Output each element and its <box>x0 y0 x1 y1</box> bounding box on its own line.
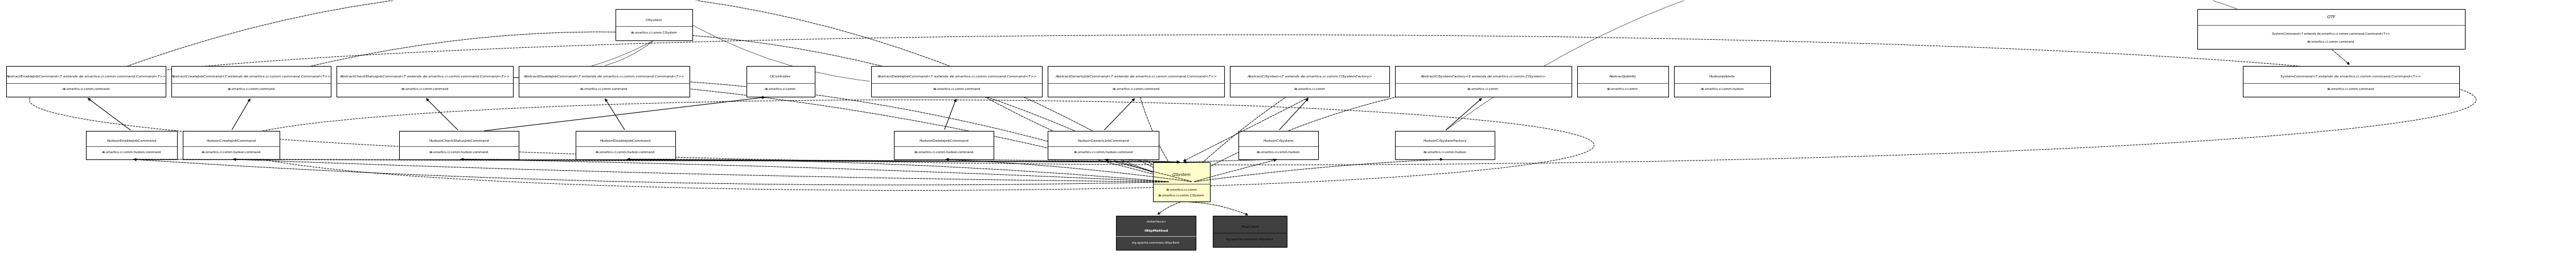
Text: de.smartics.ci.comm.hudson.command: de.smartics.ci.comm.hudson.command <box>595 151 654 154</box>
Text: HudsonCiSystem: HudsonCiSystem <box>1262 139 1293 142</box>
Text: de.smartics.ci.comm.command: de.smartics.ci.comm.command <box>580 88 629 91</box>
Bar <box>183 131 281 159</box>
Text: org.apache.commons.httpclient: org.apache.commons.httpclient <box>1131 242 1180 244</box>
Text: de.smartics.ci.comm.CiSystem: de.smartics.ci.comm.CiSystem <box>631 31 677 34</box>
Text: de.smartics.ci.comm.hudson.command: de.smartics.ci.comm.hudson.command <box>1074 151 1133 154</box>
Text: SystemCommand<T extends de.smartics.ci.comm.command.Command<T>>: SystemCommand<T extends de.smartics.ci.c… <box>2272 32 2391 35</box>
Text: HudsonCreateJobCommand: HudsonCreateJobCommand <box>206 139 255 142</box>
FancyArrowPatch shape <box>1136 83 1180 180</box>
Bar <box>1396 131 1494 159</box>
Bar <box>1048 66 1224 97</box>
Text: AbstractGenericJobCommand<T extends de.smartics.ci.comm.command.Command<T>>: AbstractGenericJobCommand<T extends de.s… <box>1056 75 1216 78</box>
FancyArrowPatch shape <box>605 41 652 65</box>
FancyArrowPatch shape <box>958 82 1180 181</box>
Text: SystemCommand<T extends de.smartics.ci.comm.command.Command<T>>: SystemCommand<T extends de.smartics.ci.c… <box>2280 75 2421 78</box>
Text: HttpMethod: HttpMethod <box>1144 230 1167 233</box>
Bar <box>1048 131 1159 159</box>
Bar <box>518 66 690 97</box>
Text: de.smartics.ci.comm: de.smartics.ci.comm <box>765 88 796 91</box>
Text: AbstractCiSystem<F extends de.smartics.ci.comm.CiSystemFactory>: AbstractCiSystem<F extends de.smartics.c… <box>1247 75 1373 78</box>
Text: de.smartics.ci.comm.command: de.smartics.ci.comm.command <box>62 88 111 91</box>
Bar <box>1154 162 1211 202</box>
Bar <box>1239 131 1319 159</box>
Text: AbstractCreateJobCommand<T extends de.smartics.ci.comm.command.Command<T>>: AbstractCreateJobCommand<T extends de.sm… <box>170 75 332 78</box>
Text: de.smartics.ci.comm.hudson: de.smartics.ci.comm.hudson <box>1257 151 1301 154</box>
Text: CiSystem: CiSystem <box>647 19 662 22</box>
FancyArrowPatch shape <box>693 26 871 81</box>
Bar <box>173 66 330 97</box>
FancyArrowPatch shape <box>252 32 1180 181</box>
Text: AbstractCheckStatusJobCommand<T extends de.smartics.ci.comm.command.Command<T>>: AbstractCheckStatusJobCommand<T extends … <box>340 75 510 78</box>
Text: de.smartics.ci.comm: de.smartics.ci.comm <box>1293 88 1324 91</box>
Text: HudsonGenericJobCommand: HudsonGenericJobCommand <box>1077 139 1128 142</box>
Text: HttpClient: HttpClient <box>1242 225 1260 228</box>
Text: de.smartics.ci.comm.hudson.command: de.smartics.ci.comm.hudson.command <box>430 151 489 154</box>
Text: de.smartics.ci.comm.command: de.smartics.ci.comm.command <box>933 88 981 91</box>
Text: de.smartics.ci.comm.command: de.smartics.ci.comm.command <box>2326 88 2375 91</box>
Text: HudsonCheckStatusJobCommand: HudsonCheckStatusJobCommand <box>428 139 489 142</box>
Text: de.smartics.ci.comm.command: de.smartics.ci.comm.command <box>2308 40 2354 43</box>
Text: de.smartics.ci.comm: de.smartics.ci.comm <box>1607 88 1638 91</box>
Text: de.smartics.ci.comm: de.smartics.ci.comm <box>1167 189 1198 191</box>
Text: de.smartics.ci.comm.hudson.command: de.smartics.ci.comm.hudson.command <box>201 151 260 154</box>
Text: de.smartics.ci.comm.CiSystem: de.smartics.ci.comm.CiSystem <box>1159 194 1206 197</box>
Bar <box>2197 9 2465 49</box>
Text: de.smartics.ci.comm: de.smartics.ci.comm <box>1468 88 1499 91</box>
Bar <box>1213 216 1288 247</box>
Bar <box>616 9 693 40</box>
Text: de.smartics.ci.comm.hudson.command: de.smartics.ci.comm.hudson.command <box>103 151 162 154</box>
Bar <box>894 131 994 159</box>
Text: CiController: CiController <box>770 75 791 78</box>
Bar <box>1674 66 1770 97</box>
Text: AbstractDeleteJobCommand<T extends de.smartics.ci.comm.command.Command<T>>: AbstractDeleteJobCommand<T extends de.sm… <box>876 75 1036 78</box>
FancyArrowPatch shape <box>1445 0 2329 130</box>
Bar <box>399 131 518 159</box>
Text: AbstractJobInfo: AbstractJobInfo <box>1610 75 1636 78</box>
Text: de.smartics.ci.comm.command: de.smartics.ci.comm.command <box>227 88 276 91</box>
Bar <box>337 66 513 97</box>
Text: AbstractEnableJobCommand<T extends de.smartics.ci.comm.command.Command<T>>: AbstractEnableJobCommand<T extends de.sm… <box>5 75 165 78</box>
Text: CiSystem: CiSystem <box>1172 173 1190 176</box>
FancyArrowPatch shape <box>425 41 652 78</box>
Text: de.smartics.ci.comm.command: de.smartics.ci.comm.command <box>1113 88 1159 91</box>
Text: AbstractCiSystemFactory<S extends de.smartics.ci.comm.CiSystem>: AbstractCiSystemFactory<S extends de.sma… <box>1419 75 1546 78</box>
Bar <box>1396 66 1571 97</box>
Bar <box>1229 66 1388 97</box>
Text: AbstractDisableJobCommand<T extends de.smartics.ci.comm.command.Command<T>>: AbstractDisableJobCommand<T extends de.s… <box>523 75 685 78</box>
Text: HudsonCiSystemFactory: HudsonCiSystemFactory <box>1422 139 1466 142</box>
Bar <box>747 66 814 97</box>
Text: «interface»: «interface» <box>1146 221 1167 223</box>
Bar <box>574 131 675 159</box>
Text: de.smartics.ci.comm.hudson.command: de.smartics.ci.comm.hudson.command <box>914 151 974 154</box>
Bar <box>8 66 165 97</box>
Text: HudsonEnableJobCommand: HudsonEnableJobCommand <box>106 139 157 142</box>
Text: CiTF: CiTF <box>2326 15 2336 19</box>
Bar <box>2244 66 2460 97</box>
Text: HudsonJobInfo: HudsonJobInfo <box>1710 75 1736 78</box>
Bar <box>85 131 178 159</box>
FancyArrowPatch shape <box>605 81 1180 182</box>
Bar <box>1577 66 1669 97</box>
Text: HudsonDeleteJobCommand: HudsonDeleteJobCommand <box>920 139 969 142</box>
FancyArrowPatch shape <box>1182 82 1309 181</box>
Text: HudsonDisableJobCommand: HudsonDisableJobCommand <box>600 139 652 142</box>
Text: org.apache.commons.httpclient: org.apache.commons.httpclient <box>1226 238 1275 241</box>
Bar <box>871 66 1043 97</box>
Text: de.smartics.ci.comm.command: de.smartics.ci.comm.command <box>402 88 448 91</box>
FancyArrowPatch shape <box>88 0 1180 181</box>
Bar <box>1115 216 1195 250</box>
Text: de.smartics.ci.comm.hudson: de.smartics.ci.comm.hudson <box>1700 88 1744 91</box>
FancyArrowPatch shape <box>1182 82 1481 181</box>
Text: de.smartics.ci.comm.hudson: de.smartics.ci.comm.hudson <box>1422 151 1466 154</box>
FancyArrowPatch shape <box>425 77 1180 181</box>
